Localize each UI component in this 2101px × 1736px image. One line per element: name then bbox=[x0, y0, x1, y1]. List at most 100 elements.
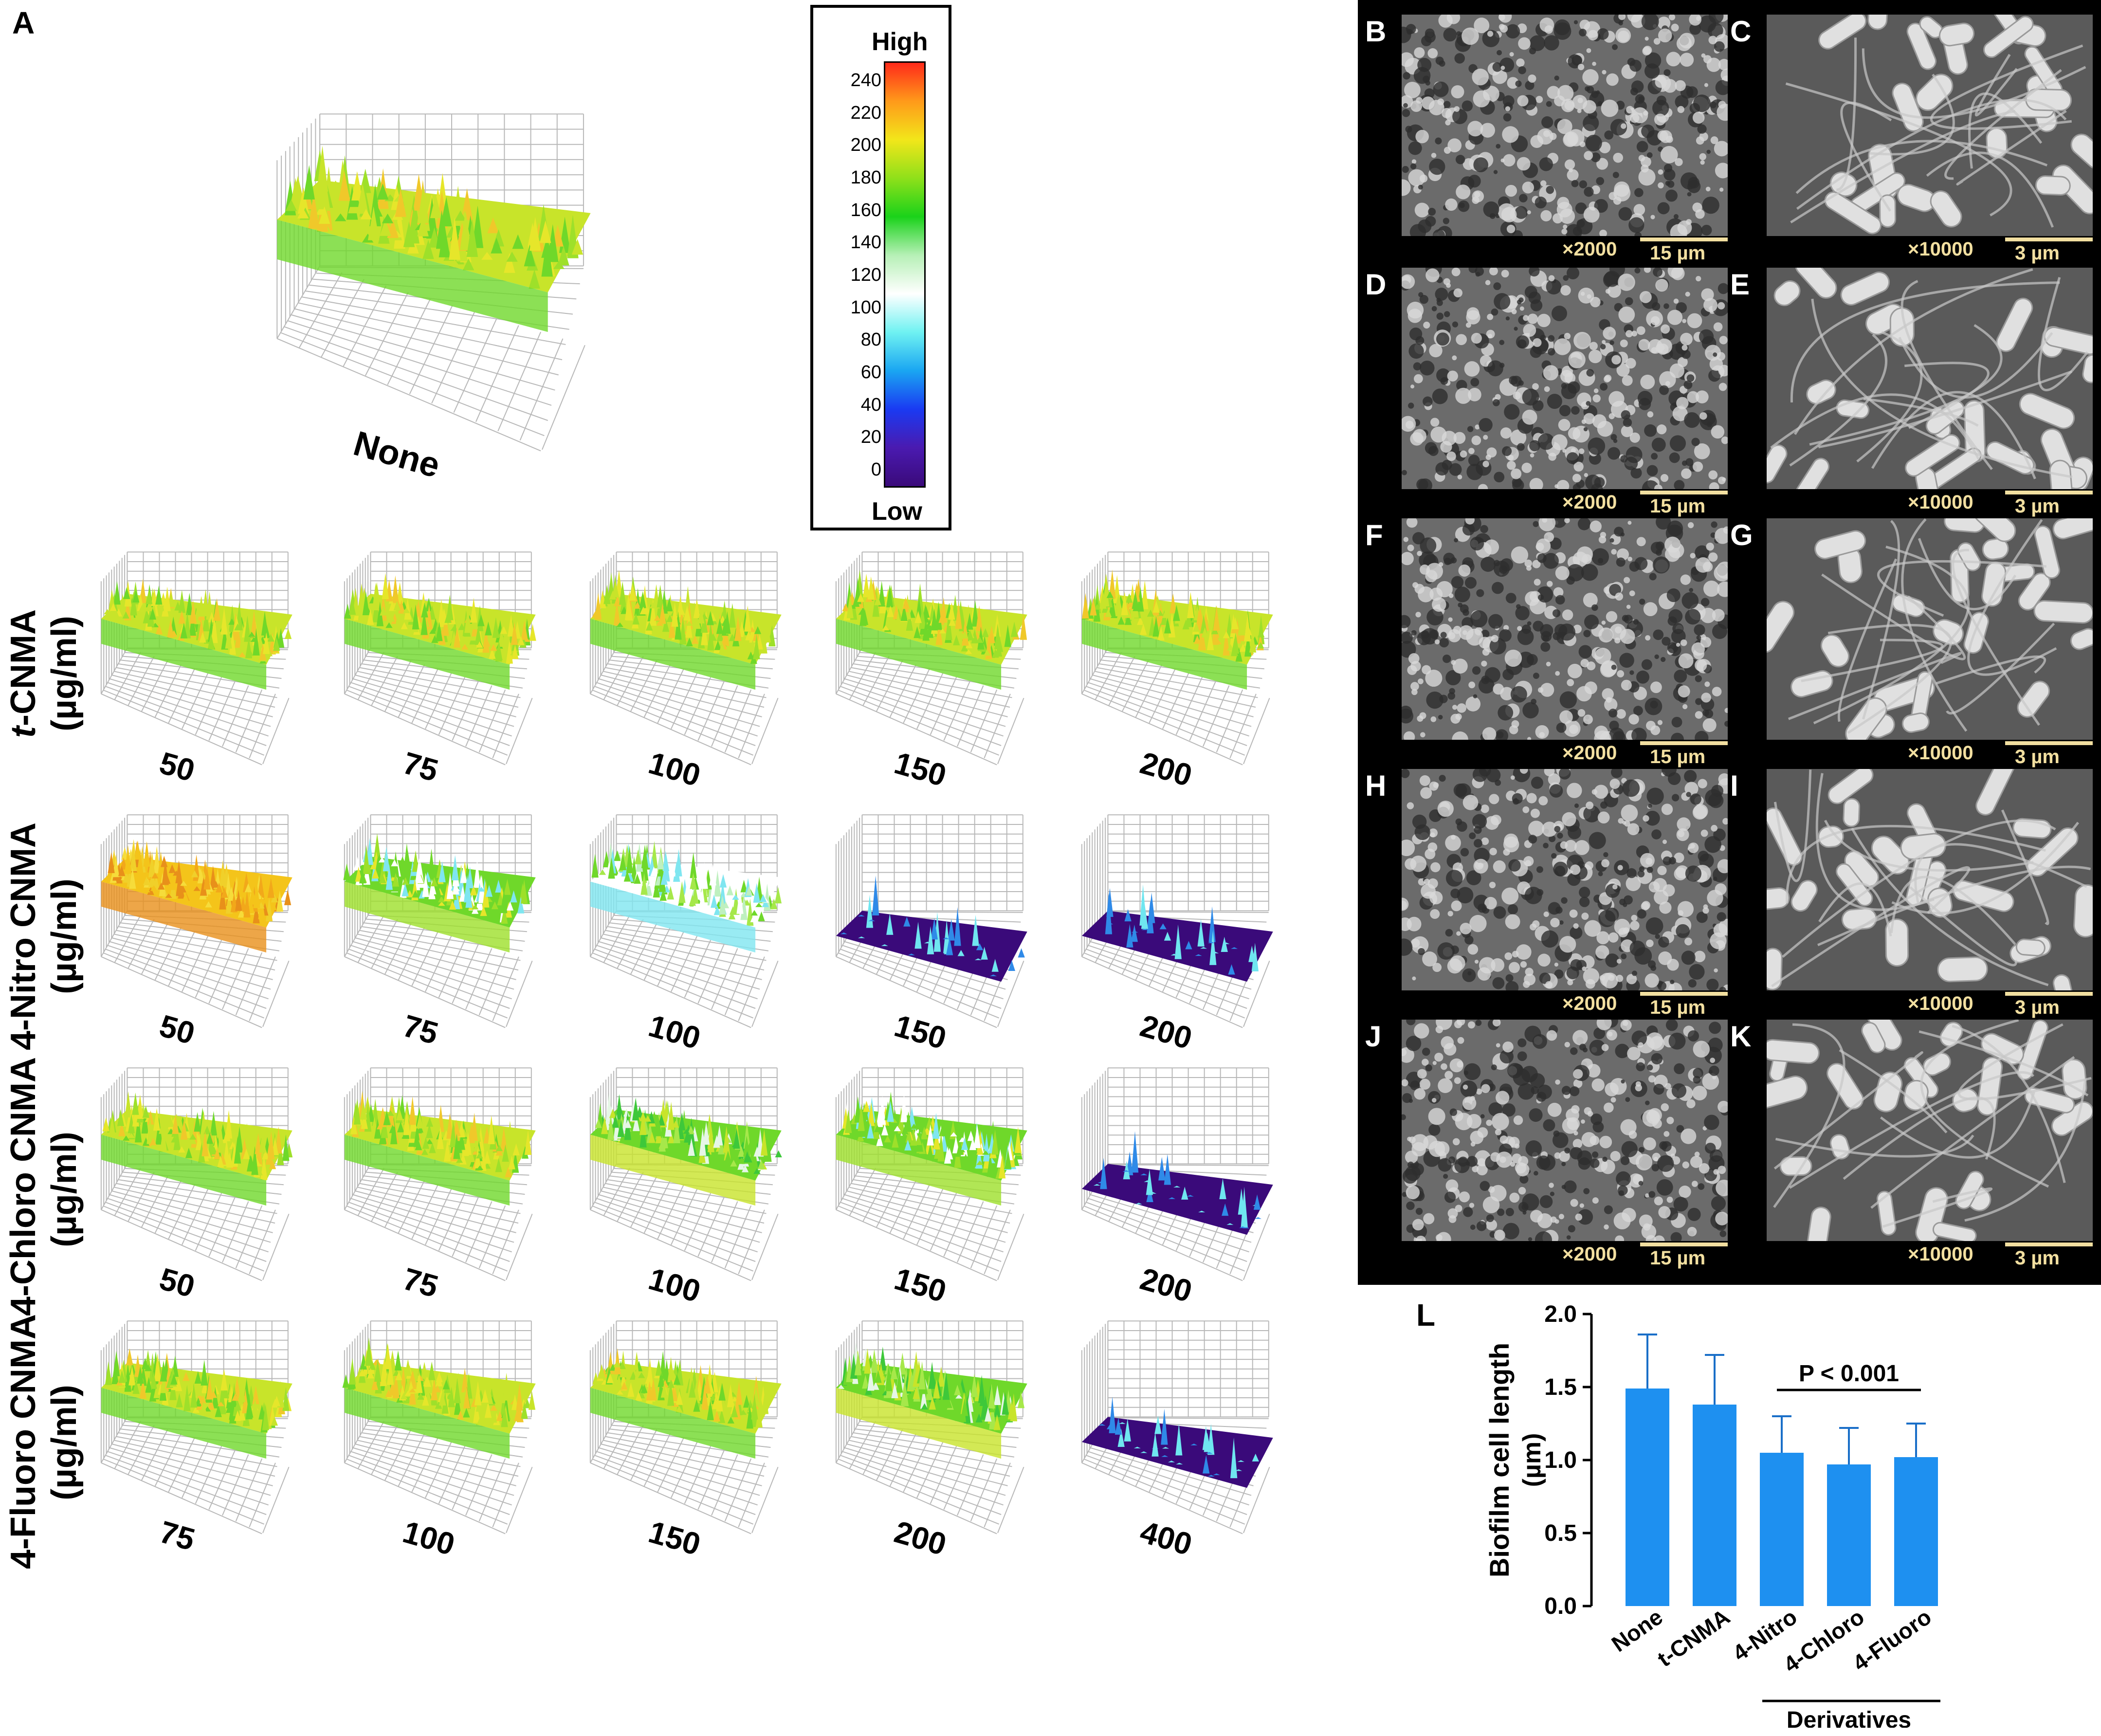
surface-plot bbox=[827, 798, 1071, 1032]
colorbar-tick-label: 200 bbox=[850, 135, 881, 156]
row-label-compound: t-CNMA (µg/ml) bbox=[3, 547, 85, 800]
sem-micrograph bbox=[1402, 1020, 1728, 1241]
y-tick-label: 0.0 bbox=[1544, 1593, 1577, 1619]
colorbar-tick-label: 220 bbox=[850, 102, 881, 123]
sem-panel-letter: I bbox=[1730, 769, 1738, 802]
sem-scale-label: 3 µm bbox=[2015, 746, 2060, 767]
colorbar-ticks: 240 220 200 180 160 140 120 100 80 60 40 20 0 bbox=[838, 61, 881, 485]
surface-plot-svg bbox=[344, 551, 536, 766]
surface-plot-none-svg bbox=[276, 113, 591, 452]
sem-scale-label: 3 µm bbox=[2015, 495, 2060, 517]
y-axis-title: Biofilm cell length bbox=[1484, 1343, 1515, 1577]
surface-plot bbox=[92, 1304, 336, 1538]
sem-panel-letter: B bbox=[1365, 15, 1387, 48]
colorbar-tick-label: 140 bbox=[850, 232, 881, 253]
sem-magnification: ×10000 bbox=[1908, 1243, 1973, 1265]
sem-micrograph bbox=[1402, 268, 1728, 489]
bar bbox=[1827, 1464, 1871, 1606]
surface-plot bbox=[582, 1304, 825, 1538]
colorbar-tick-label: 120 bbox=[850, 265, 881, 285]
sem-scale-bar bbox=[1640, 1243, 1728, 1246]
colorbar-tick-label: 160 bbox=[850, 200, 881, 220]
surface-plot-svg bbox=[342, 1320, 536, 1535]
sem-magnification: ×2000 bbox=[1562, 993, 1617, 1014]
panel-a-letter: A bbox=[12, 5, 35, 40]
row-label-unit: (µg/ml) bbox=[45, 878, 84, 994]
surface-plot bbox=[827, 1304, 1071, 1538]
bar bbox=[1693, 1405, 1736, 1606]
sem-scale-bar bbox=[2005, 992, 2093, 996]
surface-plot bbox=[827, 535, 1071, 769]
colorbar-high-label: High bbox=[872, 28, 928, 56]
surface-plot-svg bbox=[343, 814, 536, 1028]
row-label-name: 4-Nitro CNMA bbox=[4, 822, 43, 1050]
row-label-unit: (µg/ml) bbox=[45, 616, 84, 731]
sem-scale-label: 3 µm bbox=[2015, 242, 2060, 264]
sem-micrograph bbox=[1767, 769, 2093, 990]
y-tick-label: 0.5 bbox=[1544, 1520, 1577, 1546]
sem-scale-label: 3 µm bbox=[2015, 997, 2060, 1018]
sem-magnification: ×2000 bbox=[1562, 492, 1617, 513]
row-label-compound: 4-Fluoro CNMA (µg/ml) bbox=[3, 1314, 85, 1569]
sem-scale-bar bbox=[1640, 491, 1728, 494]
row-label-unit: (µg/ml) bbox=[45, 1385, 84, 1500]
sem-magnification: ×2000 bbox=[1562, 238, 1617, 260]
sem-panel-letter: C bbox=[1730, 15, 1752, 48]
sem-scale-bar bbox=[2005, 1243, 2093, 1246]
surface-plot-svg bbox=[344, 1067, 536, 1281]
sem-scale-label: 15 µm bbox=[1650, 1247, 1706, 1269]
surface-plot-svg bbox=[835, 1320, 1027, 1535]
surface-plot bbox=[1073, 1304, 1316, 1538]
sem-micrograph bbox=[1767, 1020, 2093, 1241]
sem-scale-bar bbox=[1640, 741, 1728, 745]
row-label-name: 4-Fluoro CNMA bbox=[4, 1314, 43, 1569]
y-axis-unit: (µm) bbox=[1518, 1433, 1546, 1487]
row-label-name: 4-Chloro CNMA bbox=[4, 1057, 43, 1316]
sem-scale-bar bbox=[2005, 741, 2093, 745]
surface-plot bbox=[1073, 1051, 1316, 1285]
colorbar-tick-label: 0 bbox=[871, 459, 881, 480]
surface-plot bbox=[92, 1051, 336, 1285]
surface-plot-svg bbox=[1081, 1320, 1273, 1535]
sem-micrograph bbox=[1402, 15, 1728, 236]
sem-magnification: ×10000 bbox=[1908, 238, 1973, 260]
colorbar-tick-label: 100 bbox=[850, 297, 881, 318]
surface-plot-svg bbox=[835, 551, 1027, 766]
surface-plot-svg bbox=[589, 551, 782, 766]
row-label-compound: 4-Nitro CNMA (µg/ml) bbox=[3, 810, 85, 1063]
surface-plot-svg bbox=[1081, 1067, 1273, 1281]
row-label-italic-prefix: t bbox=[4, 726, 43, 738]
surface-plot bbox=[92, 535, 336, 769]
colorbar-tick-label: 80 bbox=[860, 329, 881, 350]
surface-plot-svg bbox=[100, 551, 292, 766]
surface-plot-svg bbox=[1081, 814, 1273, 1028]
sem-micrograph bbox=[1767, 15, 2093, 236]
sem-panel-letter: G bbox=[1730, 519, 1753, 551]
colorbar-tick-label: 180 bbox=[850, 167, 881, 188]
sem-panel-letter: K bbox=[1730, 1020, 1752, 1053]
sem-scale-label: 3 µm bbox=[2015, 1247, 2060, 1269]
panel-l-letter: L bbox=[1416, 1297, 1436, 1333]
surface-plot bbox=[582, 798, 825, 1032]
sem-scale-bar bbox=[2005, 238, 2093, 241]
surface-plot bbox=[336, 798, 579, 1032]
surface-plot bbox=[827, 1051, 1071, 1285]
surface-plot bbox=[1073, 535, 1316, 769]
sem-magnification: ×10000 bbox=[1908, 492, 1973, 513]
sem-scale-label: 15 µm bbox=[1650, 242, 1706, 264]
sem-panel-letter: H bbox=[1365, 769, 1387, 802]
sem-panel-letter: F bbox=[1365, 519, 1383, 551]
bar bbox=[1894, 1457, 1938, 1606]
colorbar-tick-label: 20 bbox=[860, 427, 881, 448]
sem-scale-label: 15 µm bbox=[1650, 997, 1706, 1018]
sem-micrograph bbox=[1767, 518, 2093, 740]
surface-plot bbox=[1073, 798, 1316, 1032]
bar-chart-cell-length: 0.0 0.5 1.0 1.5 2.0 Biofilm cell length (µm) P … bbox=[1484, 1301, 1940, 1728]
sem-scale-label: 15 µm bbox=[1650, 746, 1706, 767]
surface-plot bbox=[336, 535, 579, 769]
surface-plot-svg bbox=[589, 814, 782, 1028]
sem-micrograph bbox=[1402, 518, 1728, 740]
row-label-unit: (µg/ml) bbox=[45, 1132, 84, 1247]
colorbar-gradient bbox=[884, 61, 926, 488]
sem-magnification: ×10000 bbox=[1908, 742, 1973, 764]
